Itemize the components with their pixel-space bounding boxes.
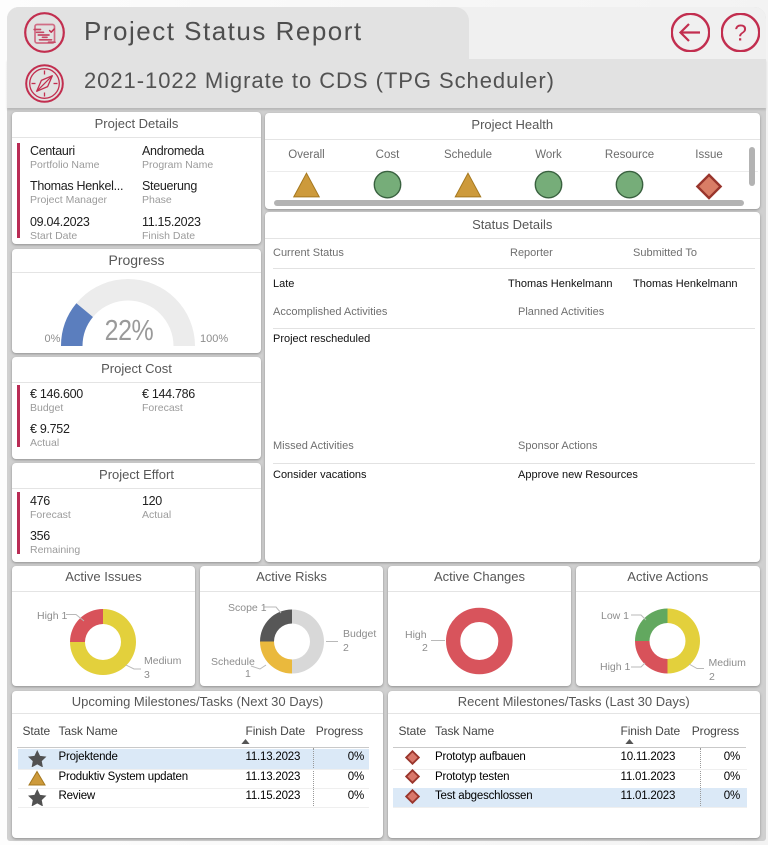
svg-text:?: ? [734,20,747,46]
